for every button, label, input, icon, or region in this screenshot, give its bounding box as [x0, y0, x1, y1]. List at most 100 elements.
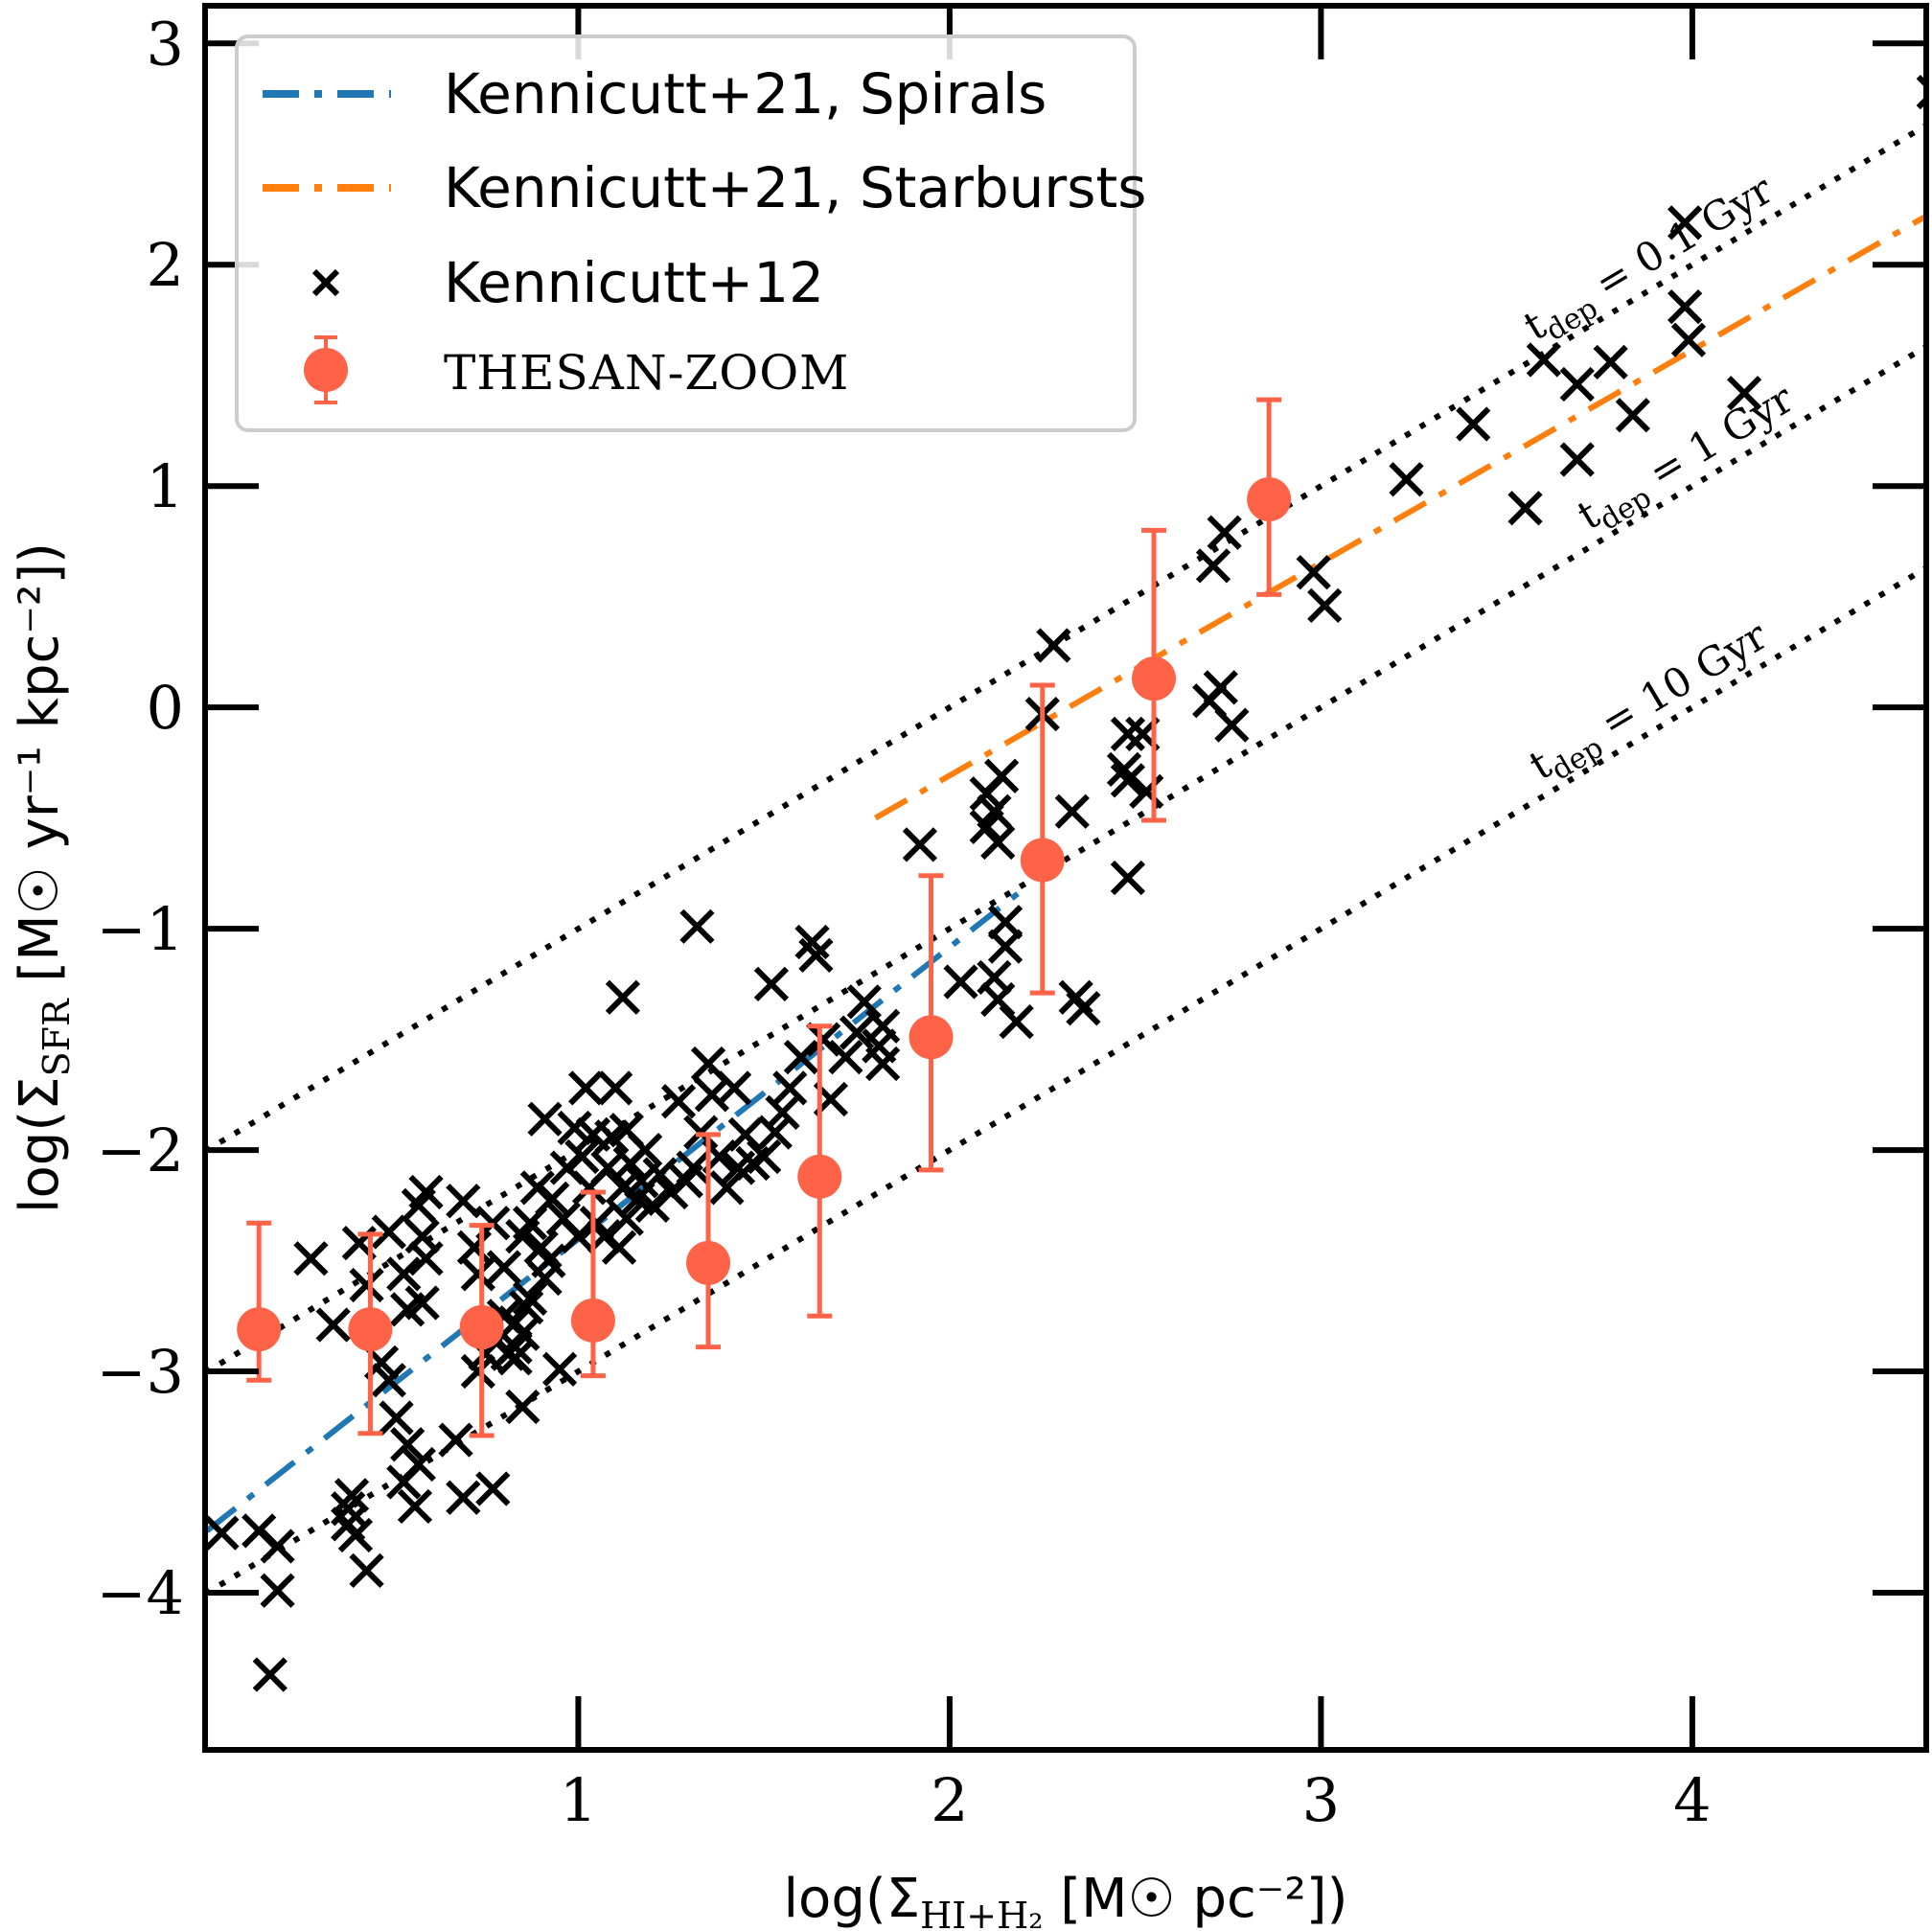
axis-ticks	[205, 6, 1926, 1750]
kennicutt12-point	[1507, 491, 1543, 526]
axes-frame	[202, 3, 1929, 1753]
x-marker-stroke	[902, 827, 938, 862]
x-marker-stroke	[523, 1230, 559, 1265]
kennicutt12-point	[757, 1115, 793, 1150]
x-marker-stroke	[1066, 991, 1101, 1026]
kennicutt12-point	[564, 1138, 600, 1175]
kennicutt12-point	[765, 1094, 800, 1130]
kennicutt12-point	[1203, 670, 1238, 705]
y-axis-label: log(ΣSFR [M☉ yr⁻¹ kpc⁻²])	[9, 542, 78, 1213]
data-marker	[908, 1015, 954, 1060]
thesan-zoom-point	[1020, 682, 1065, 996]
kennicutt12-point	[535, 1181, 570, 1217]
depletion-line	[205, 344, 1926, 1375]
kennicutt12-point	[753, 966, 790, 1001]
fit-lines	[205, 213, 1926, 1533]
x-marker-stroke	[1036, 628, 1071, 663]
kennicutt12-point	[527, 1101, 563, 1137]
x-marker-stroke	[1110, 763, 1146, 798]
x-marker-stroke	[1307, 587, 1343, 624]
x-marker-stroke	[609, 1201, 644, 1236]
x-marker-stroke	[438, 1422, 473, 1458]
y-tick-label: −1	[97, 894, 184, 964]
thesan-zoom-point	[348, 1231, 393, 1437]
x-marker-stroke	[575, 1116, 611, 1153]
kennicutt12-point	[337, 1517, 374, 1553]
x-marker-stroke	[1668, 205, 1703, 241]
kennicutt12-point	[446, 1480, 481, 1515]
legend-x-marker-icon	[311, 268, 340, 297]
y-tick-label: 3	[147, 9, 184, 79]
x-marker-stroke	[315, 1307, 351, 1343]
y-tick-label: −4	[97, 1558, 184, 1628]
kennicutt12-point	[260, 1529, 295, 1564]
x-marker-stroke	[337, 1517, 374, 1553]
x-marker-stroke	[772, 1070, 808, 1106]
kennicutt12-point	[839, 1015, 875, 1050]
x-marker-stroke	[980, 981, 1016, 1018]
x-marker-stroke	[598, 1070, 633, 1106]
x-marker-stroke	[408, 1174, 444, 1210]
y-tick-label: 0	[147, 673, 184, 743]
kennicutt12-point	[1036, 628, 1071, 663]
kennicutt12-point	[865, 1046, 901, 1082]
data-marker	[459, 1304, 504, 1349]
x-marker-stroke	[1054, 793, 1090, 829]
thesan-zoom-point	[570, 1189, 615, 1379]
x-marker-stroke	[987, 929, 1024, 964]
x-marker-stroke	[541, 1351, 578, 1387]
kennicutt12-point	[694, 1077, 730, 1113]
legend-kennicutt12-label: Kennicutt+12	[444, 250, 824, 315]
kennicutt12-point	[609, 1201, 644, 1236]
kennicutt12-point	[460, 1353, 495, 1390]
kennicutt12-point	[1214, 707, 1250, 743]
x-tick-label: 4	[1673, 1765, 1711, 1835]
kennicutt12-point	[634, 1187, 671, 1223]
kennicutt12-points	[205, 74, 1926, 1692]
legend-spirals-label: Kennicutt+21, Spirals	[444, 61, 1046, 126]
kennicutt12-point	[497, 1341, 533, 1376]
kennicutt12-point	[1110, 860, 1146, 896]
x-marker-stroke	[456, 1230, 493, 1265]
kennicutt12-point	[404, 1285, 440, 1321]
x-marker-stroke	[1207, 515, 1242, 550]
kennicutt12-point	[509, 1289, 544, 1325]
thesan-zoom-point	[459, 1223, 504, 1438]
kennicutt12-point	[334, 1478, 370, 1513]
x-axis-label: log(ΣHI+H₂ [M☉ pc⁻²])	[784, 1868, 1348, 1931]
kennicutt12-point	[386, 1256, 422, 1292]
x-marker-stroke	[798, 937, 834, 973]
x-marker-stroke	[386, 1256, 422, 1292]
depletion-line	[205, 565, 1926, 1597]
x-marker-stroke	[1195, 548, 1231, 584]
data-marker	[1132, 656, 1177, 701]
kennicutt12-point	[605, 979, 641, 1015]
x-marker-stroke	[694, 1077, 730, 1113]
x-tick-label: 3	[1302, 1765, 1340, 1835]
x-marker-stroke	[783, 1039, 819, 1075]
kennicutt12-point	[486, 1250, 522, 1285]
x-marker-stroke	[1203, 670, 1238, 705]
y-tick-label: 2	[147, 230, 184, 300]
x-marker-stroke	[628, 1132, 663, 1168]
x-marker-stroke	[1110, 860, 1146, 896]
kennicutt12-point	[624, 1163, 659, 1199]
x-marker-stroke	[828, 1039, 863, 1075]
thesan-zoom-point	[797, 1023, 842, 1319]
kennicutt12-point	[401, 1446, 436, 1483]
kennicutt12-point	[865, 1008, 901, 1044]
kennicutt12-point	[1207, 515, 1242, 550]
kennicutt12-point	[397, 1488, 433, 1525]
x-marker-stroke	[605, 979, 641, 1015]
kennicutt12-point	[541, 1351, 578, 1387]
x-marker-stroke	[379, 1400, 414, 1436]
x-marker-stroke	[757, 1115, 793, 1150]
kennicutt12-point	[980, 824, 1016, 861]
kennicutt12-point	[999, 1004, 1034, 1040]
kennicutt12-point	[628, 1132, 663, 1168]
x-marker-stroke	[293, 1241, 329, 1276]
kennicutt12-point	[379, 1400, 414, 1436]
kennicutt12-point	[408, 1241, 444, 1276]
kennicutt12-point	[1195, 548, 1231, 584]
